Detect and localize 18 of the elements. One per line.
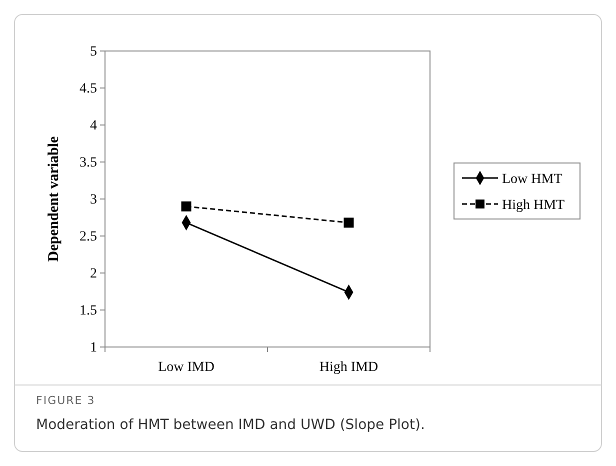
point [344, 218, 354, 228]
y-axis-title: Dependent variable [46, 136, 62, 262]
x-tick-label: Low IMD [158, 360, 214, 375]
y-tick-label: 3.5 [80, 155, 97, 170]
text: Moderation of HMT between IMD and UWD (Slope Plot). [36, 417, 425, 433]
legend-label: Low HMT [502, 172, 563, 187]
y-tick-label: 5 [90, 44, 97, 60]
x-tick-label: High IMD [319, 360, 378, 375]
caption: FIGURE 3 [36, 394, 96, 407]
y-tick-label: 4.5 [80, 81, 97, 96]
y-tick-label: 1 [90, 340, 97, 356]
y-tick-label: 1.5 [80, 303, 97, 318]
y-tick-label: 2.5 [80, 229, 97, 244]
y-tick-label: 3 [90, 192, 97, 208]
y-tick-label: 2 [90, 266, 97, 282]
point [181, 201, 192, 212]
legend-label: High HMT [502, 198, 566, 213]
y-tick-label: 4 [90, 118, 97, 134]
